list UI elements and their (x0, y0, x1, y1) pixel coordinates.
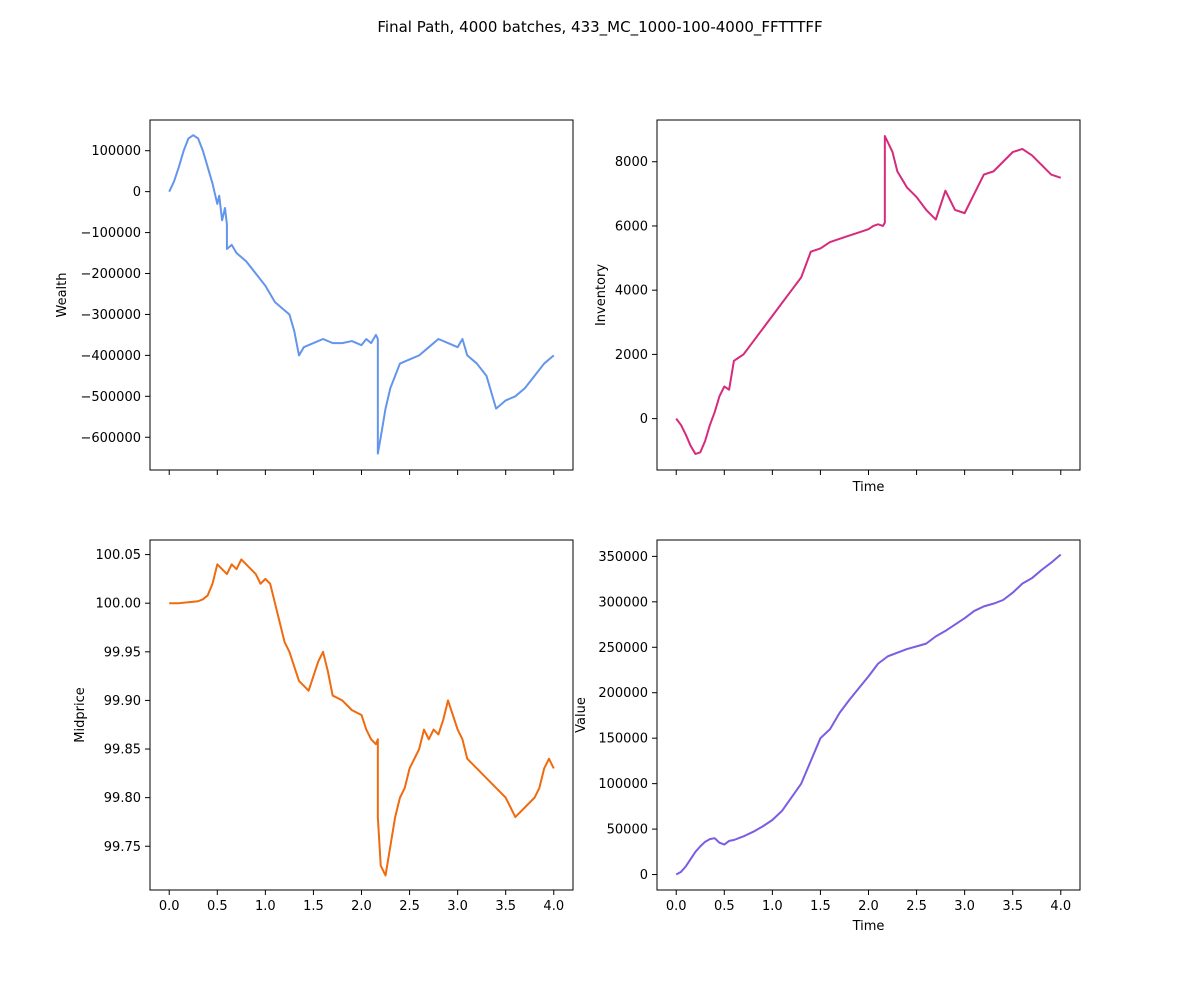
wealth-chart-ytick-label: 0 (133, 185, 141, 200)
midprice-chart-ytick-label: 99.85 (104, 743, 141, 758)
midprice-chart-xtick-label: 1.5 (303, 899, 324, 914)
midprice-chart-xtick-label: 4.0 (543, 899, 564, 914)
value-chart: 0.0 0.5 1.0 1.5 2.0 2.5 3.0 3.5 4.0 350000 300000 2… (574, 539, 1081, 934)
midprice-chart-xtick-label: 1.0 (255, 899, 276, 914)
value-chart-series-line (675, 553, 1062, 876)
value-chart-xtick-label: 1.0 (762, 899, 783, 914)
inventory-chart-ytick-label: 6000 (615, 219, 648, 234)
inventory-chart-ytick-label: 4000 (615, 284, 648, 299)
value-chart-ytick-label: 250000 (598, 641, 648, 656)
wealth-chart: 100000 0 −100000 −200000 −300000 −400000 −5000… (55, 119, 574, 475)
inventory-chart: 8000 6000 4000 2000 0 Time Inventory (594, 119, 1081, 495)
wealth-chart-ytick-label: −400000 (80, 349, 141, 364)
wealth-chart-ytick-label: 100000 (91, 144, 141, 159)
wealth-chart-ytick-label: −500000 (80, 390, 141, 405)
value-chart-xtick-label: 1.5 (810, 899, 831, 914)
wealth-chart-ytick-label: −600000 (80, 431, 141, 446)
value-chart-ytick-label: 200000 (598, 686, 648, 701)
midprice-chart-xtick-label: 2.0 (351, 899, 372, 914)
subplots: 100000 0 −100000 −200000 −300000 −400000 −5000… (55, 119, 1081, 934)
value-chart-ytick-label: 100000 (598, 777, 648, 792)
midprice-chart-ylabel: Midprice (73, 687, 88, 742)
value-chart-ytick-label: 150000 (598, 732, 648, 747)
value-chart-xtick-label: 0.0 (666, 899, 687, 914)
value-chart-ytick-label: 350000 (598, 550, 648, 565)
midprice-chart-ytick-label: 100.05 (96, 548, 142, 563)
inventory-chart-ytick-label: 8000 (615, 155, 648, 170)
wealth-chart-ytick-label: −200000 (80, 267, 141, 282)
midprice-chart-series-line (169, 558, 555, 877)
wealth-chart-series-line (168, 134, 555, 455)
midprice-chart-xtick-label: 3.5 (495, 899, 516, 914)
wealth-chart-ytick-label: −300000 (80, 308, 141, 323)
value-chart-ytick-label: 0 (640, 868, 648, 883)
inventory-chart-ytick-label: 0 (640, 412, 648, 427)
midprice-chart-ytick-label: 99.75 (104, 840, 141, 855)
midprice-chart-xtick-label: 2.5 (399, 899, 420, 914)
midprice-chart-ytick-label: 99.95 (104, 645, 141, 660)
value-chart-xtick-label: 4.0 (1050, 899, 1071, 914)
wealth-chart-ytick-label: −100000 (80, 226, 141, 241)
midprice-chart-ytick-label: 99.80 (104, 791, 141, 806)
midprice-chart-ytick-label: 99.90 (104, 694, 141, 709)
inventory-chart-ylabel: Inventory (594, 264, 609, 326)
inventory-chart-series-line (675, 135, 1062, 455)
value-chart-ylabel: Value (574, 697, 589, 733)
value-chart-xtick-label: 3.5 (1002, 899, 1023, 914)
midprice-chart-xtick-label: 0.5 (207, 899, 228, 914)
value-chart-xtick-label: 2.0 (858, 899, 879, 914)
midprice-chart-xtick-label: 0.0 (159, 899, 180, 914)
value-chart-xlabel: Time (852, 919, 885, 934)
value-chart-ytick-label: 50000 (607, 823, 648, 838)
value-chart-ytick-label: 300000 (598, 595, 648, 610)
midprice-chart-xtick-label: 3.0 (447, 899, 468, 914)
midprice-chart: 0.0 0.5 1.0 1.5 2.0 2.5 3.0 3.5 4.0 100.05 100.00 9… (73, 539, 574, 914)
wealth-chart-ylabel: Wealth (55, 272, 70, 317)
value-chart-xtick-label: 2.5 (906, 899, 927, 914)
value-chart-xtick-label: 0.5 (714, 899, 735, 914)
value-chart-xtick-label: 3.0 (954, 899, 975, 914)
inventory-chart-ytick-label: 2000 (615, 348, 648, 363)
midprice-chart-ytick-label: 100.00 (96, 597, 142, 612)
figure-title: Final Path, 4000 batches, 433_MC_1000-10… (377, 18, 822, 37)
inventory-chart-xlabel: Time (852, 480, 885, 495)
